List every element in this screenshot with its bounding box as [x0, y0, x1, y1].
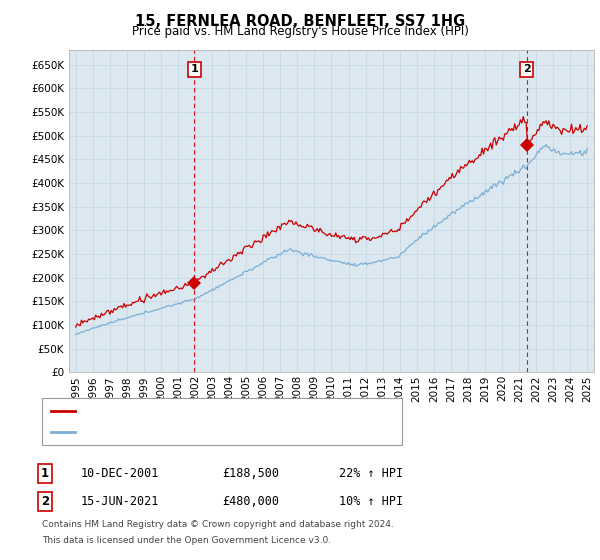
Text: 1: 1 [41, 466, 49, 480]
Text: £480,000: £480,000 [222, 494, 279, 508]
Text: 2: 2 [41, 494, 49, 508]
Text: 15, FERNLEA ROAD, BENFLEET, SS7 1HG (detached house): 15, FERNLEA ROAD, BENFLEET, SS7 1HG (det… [81, 406, 387, 416]
Text: 10-DEC-2001: 10-DEC-2001 [81, 466, 160, 480]
Text: 15, FERNLEA ROAD, BENFLEET, SS7 1HG: 15, FERNLEA ROAD, BENFLEET, SS7 1HG [135, 14, 465, 29]
Text: 1: 1 [190, 64, 198, 74]
Text: 2: 2 [523, 64, 530, 74]
Text: £188,500: £188,500 [222, 466, 279, 480]
Text: 15-JUN-2021: 15-JUN-2021 [81, 494, 160, 508]
Text: Contains HM Land Registry data © Crown copyright and database right 2024.: Contains HM Land Registry data © Crown c… [42, 520, 394, 529]
Text: 10% ↑ HPI: 10% ↑ HPI [339, 494, 403, 508]
Text: 22% ↑ HPI: 22% ↑ HPI [339, 466, 403, 480]
Text: This data is licensed under the Open Government Licence v3.0.: This data is licensed under the Open Gov… [42, 536, 331, 545]
Text: Price paid vs. HM Land Registry's House Price Index (HPI): Price paid vs. HM Land Registry's House … [131, 25, 469, 38]
Text: HPI: Average price, detached house, Castle Point: HPI: Average price, detached house, Cast… [81, 427, 336, 437]
